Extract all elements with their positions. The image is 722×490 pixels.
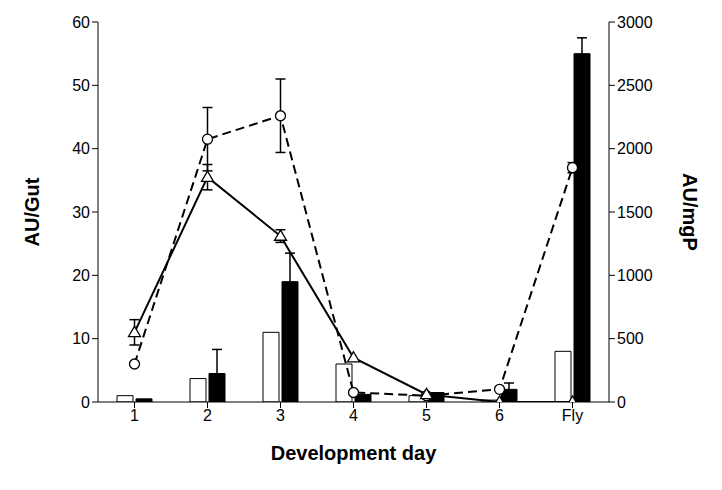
svg-text:4: 4 [349, 407, 358, 424]
svg-text:30: 30 [72, 204, 90, 221]
svg-text:2000: 2000 [617, 140, 653, 157]
svg-text:Fly: Fly [562, 407, 583, 424]
svg-text:2: 2 [203, 407, 212, 424]
svg-text:50: 50 [72, 77, 90, 94]
svg-text:AU/Gut: AU/Gut [21, 177, 43, 246]
svg-text:5: 5 [422, 407, 431, 424]
svg-text:500: 500 [617, 330, 644, 347]
svg-text:20: 20 [72, 267, 90, 284]
svg-text:1: 1 [130, 407, 139, 424]
svg-text:60: 60 [72, 14, 90, 31]
svg-text:0: 0 [81, 394, 90, 411]
svg-text:3: 3 [276, 407, 285, 424]
svg-text:1500: 1500 [617, 204, 653, 221]
svg-text:10: 10 [72, 330, 90, 347]
svg-text:40: 40 [72, 140, 90, 157]
svg-text:3000: 3000 [617, 14, 653, 31]
svg-text:AU/mgP: AU/mgP [679, 173, 701, 251]
svg-text:0: 0 [617, 394, 626, 411]
svg-text:Development day: Development day [271, 442, 437, 464]
svg-text:6: 6 [495, 407, 504, 424]
svg-text:1000: 1000 [617, 267, 653, 284]
svg-text:2500: 2500 [617, 77, 653, 94]
